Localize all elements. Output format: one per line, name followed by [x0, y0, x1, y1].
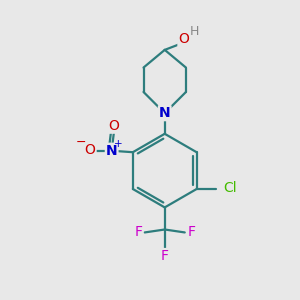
Text: +: +	[114, 139, 122, 149]
Text: F: F	[161, 249, 169, 263]
Text: N: N	[159, 106, 170, 120]
Text: Cl: Cl	[224, 182, 237, 195]
Text: F: F	[134, 225, 142, 239]
Text: F: F	[187, 225, 195, 239]
Text: O: O	[178, 32, 189, 46]
Text: −: −	[76, 136, 87, 149]
Text: O: O	[109, 119, 119, 133]
Text: O: O	[85, 143, 96, 157]
Text: N: N	[106, 144, 118, 158]
Text: H: H	[190, 25, 200, 38]
